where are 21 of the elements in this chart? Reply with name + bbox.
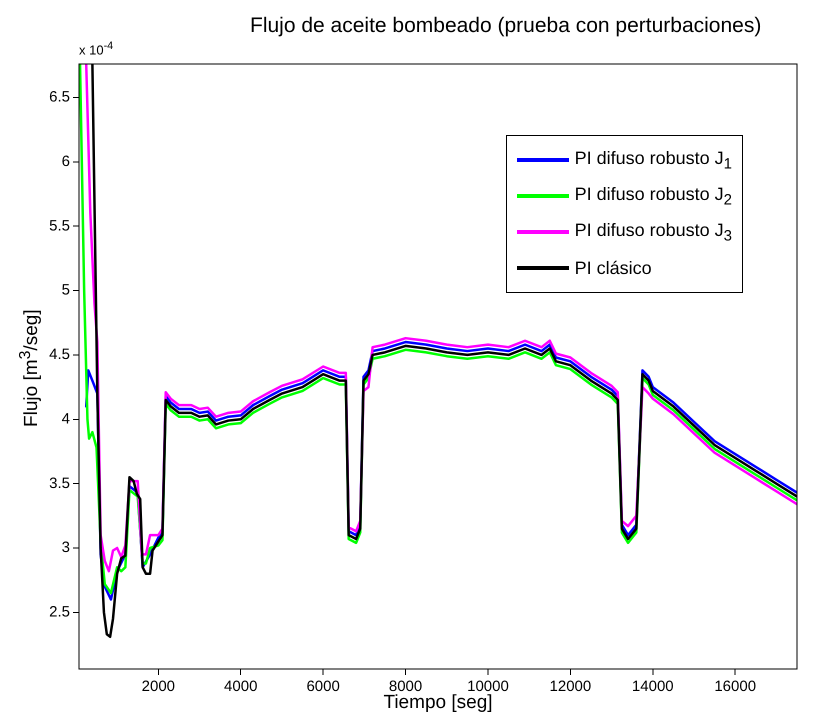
legend-label: PI difuso robusto J$_{1}$ bbox=[574, 148, 732, 172]
chart-title: Flujo de aceite bombeado (prueba con perturbaciones) bbox=[249, 14, 762, 38]
y-tick-label: 6 bbox=[62, 152, 70, 170]
y-tick-label: 5.5 bbox=[49, 217, 70, 234]
x-tick-label: 4000 bbox=[224, 678, 258, 696]
legend-label: PI difuso robusto J$_{3}$ bbox=[574, 220, 732, 244]
legend-label: PI clásico bbox=[574, 258, 652, 278]
y-tick-label: 4 bbox=[62, 410, 70, 428]
y-tick-label: 3.5 bbox=[49, 474, 70, 492]
legend-label: PI difuso robusto J$_{2}$ bbox=[574, 184, 732, 208]
x-tick-label: 6000 bbox=[306, 678, 340, 696]
x-tick-label: 16000 bbox=[714, 678, 756, 696]
x-tick-label: 14000 bbox=[632, 678, 674, 696]
y-tick-label: 5 bbox=[62, 282, 70, 299]
y-tick-label: 4.5 bbox=[49, 346, 70, 364]
y-tick-label: 2.5 bbox=[49, 604, 70, 620]
text: x 10$^{-4}$ bbox=[79, 40, 114, 58]
x-tick-label: 12000 bbox=[550, 678, 592, 696]
x-tick-label: 2000 bbox=[142, 678, 176, 696]
y-tick-label: 3 bbox=[62, 539, 70, 556]
y-tick-label: 6.5 bbox=[49, 88, 70, 106]
